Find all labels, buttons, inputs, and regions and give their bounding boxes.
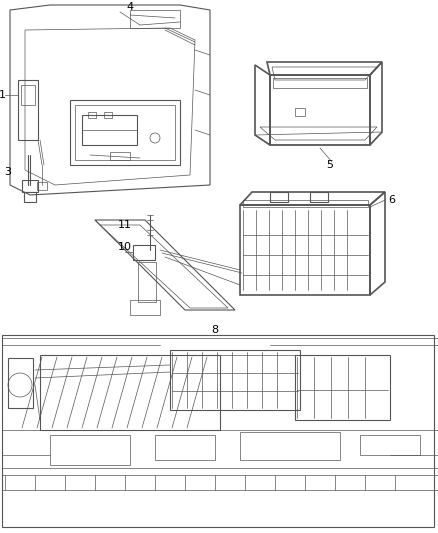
- Bar: [170, 350, 300, 410]
- Bar: [295, 355, 390, 420]
- Bar: [240, 205, 370, 295]
- Bar: [243, 200, 368, 207]
- Bar: [138, 262, 156, 302]
- Bar: [270, 75, 370, 145]
- Text: 8: 8: [212, 325, 219, 335]
- Bar: [155, 435, 215, 460]
- Bar: [110, 152, 130, 160]
- Bar: [22, 180, 38, 192]
- Bar: [70, 100, 180, 165]
- Bar: [273, 78, 367, 88]
- Text: 1: 1: [0, 90, 6, 100]
- Bar: [130, 300, 160, 315]
- Bar: [21, 85, 35, 105]
- Bar: [360, 435, 420, 455]
- Text: 3: 3: [4, 167, 11, 177]
- Text: 5: 5: [326, 160, 333, 170]
- Bar: [8, 358, 33, 408]
- Bar: [82, 115, 137, 145]
- Bar: [24, 192, 36, 202]
- Bar: [240, 432, 340, 460]
- Bar: [130, 10, 180, 28]
- Text: 4: 4: [127, 2, 134, 12]
- Text: 11: 11: [118, 220, 132, 230]
- Bar: [2, 335, 434, 527]
- Bar: [18, 80, 38, 140]
- Bar: [310, 192, 328, 202]
- Bar: [75, 105, 175, 160]
- Bar: [295, 108, 305, 116]
- Bar: [133, 245, 155, 260]
- Bar: [50, 435, 130, 465]
- Bar: [270, 192, 288, 202]
- Bar: [37, 182, 47, 190]
- Text: 6: 6: [389, 195, 396, 205]
- Bar: [104, 112, 112, 118]
- Text: 10: 10: [118, 242, 132, 252]
- Bar: [88, 112, 96, 118]
